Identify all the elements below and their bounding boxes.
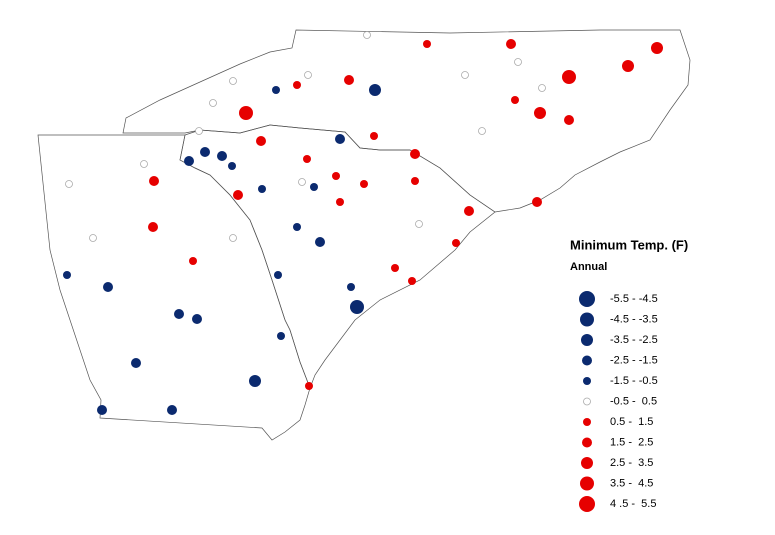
station-symbol [298,178,306,186]
legend-symbol [579,291,595,307]
station-symbol [370,132,378,140]
station-symbol [217,151,227,161]
legend-label: 1.5 - 2.5 [610,436,653,448]
legend-symbol [580,312,594,327]
station-symbol [305,382,313,390]
station-symbol [511,96,519,104]
station-symbol [148,222,158,232]
station-symbol [423,40,431,48]
station-symbol [272,86,280,94]
legend-symbol [582,355,592,366]
station-symbol [344,75,354,85]
georgia [37,134,311,441]
station-symbol [256,136,266,146]
station-symbol [564,115,574,125]
station-symbol [174,309,184,319]
station-symbol [304,71,312,79]
station-symbol [229,77,237,85]
station-symbol [97,405,107,415]
legend-label: -5.5 - -4.5 [610,293,658,305]
legend-symbol [579,496,595,512]
legend-symbol [583,418,591,426]
station-symbol [391,264,399,272]
station-symbol [293,223,301,231]
station-symbol [192,314,202,324]
station-symbol [228,162,236,170]
station-symbol [277,332,285,340]
legend-label: -4.5 - -3.5 [610,313,658,325]
station-symbol [258,185,266,193]
station-symbol [415,220,423,228]
station-symbol [167,405,177,415]
station-symbol [651,42,663,54]
station-symbol [189,257,197,265]
legend-label: -1.5 - -0.5 [610,375,658,387]
state-borders [37,29,691,441]
station-symbol [408,277,416,285]
station-symbol [452,239,460,247]
station-symbol [140,160,148,168]
station-symbol [233,190,243,200]
station-symbol [209,99,217,107]
station-symbol [239,106,253,120]
station-symbol [65,180,73,188]
station-symbol [514,58,522,66]
station-symbol [315,237,325,247]
legend-label: -3.5 - -2.5 [610,334,658,346]
station-symbol [200,147,210,157]
station-symbol [532,197,542,207]
station-symbol [229,234,237,242]
station-symbol [335,134,345,144]
station-symbol [562,70,576,84]
station-symbol [332,172,340,180]
station-symbol [461,71,469,79]
legend-symbol [583,397,591,406]
legend-label: 2.5 - 3.5 [610,457,653,469]
legend-label: 4 .5 - 5.5 [610,498,656,510]
south-carolina [179,124,496,389]
station-symbol [63,271,71,279]
station-symbol [538,84,546,92]
legend-symbol [581,334,593,346]
legend-label: -0.5 - 0.5 [610,395,657,407]
station-symbol [410,149,420,159]
station-symbol [103,282,113,292]
legend-label: -2.5 - -1.5 [610,354,658,366]
station-symbol [350,300,364,314]
station-symbol [506,39,516,49]
station-symbol [360,180,368,188]
legend-title: Minimum Temp. (F) [570,237,688,252]
station-symbol [249,375,261,387]
station-symbol [534,107,546,119]
station-symbol [464,206,474,216]
legend-symbol [582,437,592,448]
legend-symbol [581,457,593,469]
station-symbol [369,84,381,96]
station-symbol [411,177,419,185]
station-symbol [478,127,486,135]
legend-symbol [583,377,591,385]
station-symbol [131,358,141,368]
legend-symbol [580,476,594,491]
station-symbol [303,155,311,163]
station-symbol [89,234,97,242]
station-symbol [310,183,318,191]
station-symbol [184,156,194,166]
station-symbol [274,271,282,279]
legend-label: 3.5 - 4.5 [610,477,653,489]
station-symbol [347,283,355,291]
station-symbol [195,127,203,135]
station-symbol [622,60,634,72]
station-symbol [336,198,344,206]
legend-label: 0.5 - 1.5 [610,416,653,428]
legend-subtitle: Annual [570,261,607,273]
north-carolina [122,29,691,213]
station-symbol [149,176,159,186]
station-symbol [363,31,371,39]
station-symbol [293,81,301,89]
